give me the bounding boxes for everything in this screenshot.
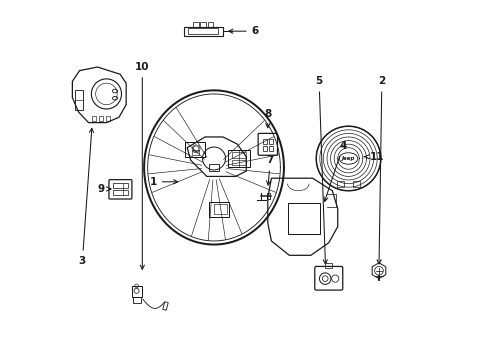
- Bar: [325, 263, 332, 268]
- Bar: [75, 90, 83, 110]
- Bar: [262, 139, 267, 144]
- Text: 1: 1: [149, 177, 178, 187]
- Bar: [268, 139, 273, 144]
- Text: 8: 8: [264, 109, 271, 128]
- Bar: [113, 183, 128, 188]
- Bar: [193, 22, 199, 27]
- Bar: [208, 202, 229, 217]
- Text: 2: 2: [376, 76, 385, 264]
- Bar: [113, 190, 128, 195]
- Bar: [92, 116, 96, 121]
- Text: 11: 11: [364, 152, 384, 162]
- Bar: [231, 159, 246, 165]
- Text: 7: 7: [266, 155, 273, 185]
- Bar: [231, 152, 246, 158]
- Bar: [214, 204, 226, 214]
- Text: 10: 10: [135, 62, 149, 269]
- Bar: [228, 150, 249, 167]
- Text: Jeep: Jeep: [341, 156, 354, 161]
- Text: 6: 6: [228, 26, 258, 36]
- Bar: [131, 286, 142, 297]
- Bar: [287, 203, 319, 234]
- Text: 5: 5: [315, 76, 326, 264]
- Text: 9: 9: [97, 184, 110, 194]
- Bar: [163, 302, 168, 310]
- Bar: [268, 146, 273, 150]
- Bar: [352, 181, 359, 187]
- Bar: [208, 164, 219, 171]
- Bar: [183, 27, 223, 36]
- Bar: [200, 22, 206, 27]
- Bar: [337, 181, 343, 187]
- Bar: [191, 150, 199, 154]
- Bar: [133, 297, 141, 303]
- Text: 3: 3: [79, 129, 93, 266]
- Bar: [207, 22, 213, 27]
- Bar: [185, 141, 205, 157]
- Bar: [99, 116, 103, 121]
- Bar: [188, 28, 218, 35]
- Text: 4: 4: [324, 141, 346, 201]
- Bar: [106, 116, 110, 121]
- Bar: [262, 146, 267, 150]
- Bar: [266, 193, 270, 199]
